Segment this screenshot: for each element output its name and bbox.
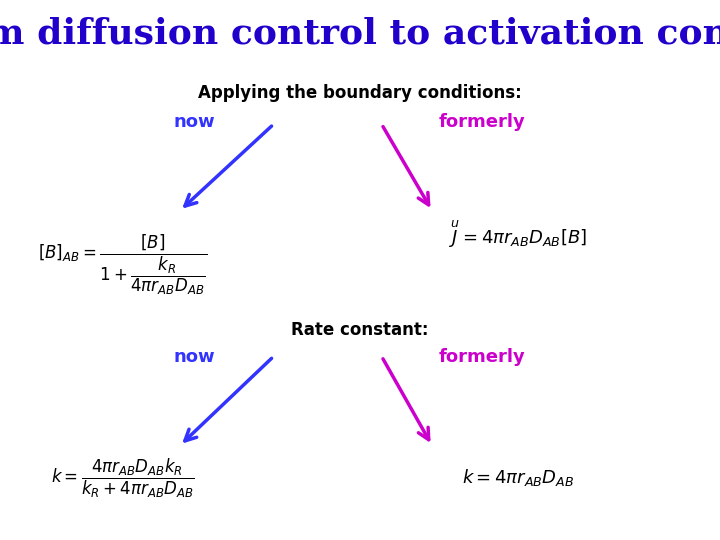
Text: $\overset{u}{J} = 4\pi r_{AB}D_{AB}[B]$: $\overset{u}{J} = 4\pi r_{AB}D_{AB}[B]$ <box>449 219 588 250</box>
Text: now: now <box>174 348 215 366</box>
Text: $k = \dfrac{4\pi r_{AB}D_{AB}k_R}{k_R + 4\pi r_{AB}D_{AB}}$: $k = \dfrac{4\pi r_{AB}D_{AB}k_R}{k_R + … <box>50 456 194 500</box>
Text: Rate constant:: Rate constant: <box>292 321 428 339</box>
Text: now: now <box>174 113 215 131</box>
Text: $[B]_{AB} = \dfrac{[B]}{1+\dfrac{k_R}{4\pi r_{AB}D_{AB}}}$: $[B]_{AB} = \dfrac{[B]}{1+\dfrac{k_R}{4\… <box>37 232 207 296</box>
Text: formerly: formerly <box>439 113 526 131</box>
Text: $k = 4\pi r_{AB}D_{AB}$: $k = 4\pi r_{AB}D_{AB}$ <box>462 467 575 488</box>
Text: formerly: formerly <box>439 348 526 366</box>
Text: From diffusion control to activation control: From diffusion control to activation con… <box>0 16 720 50</box>
Text: Applying the boundary conditions:: Applying the boundary conditions: <box>198 84 522 102</box>
